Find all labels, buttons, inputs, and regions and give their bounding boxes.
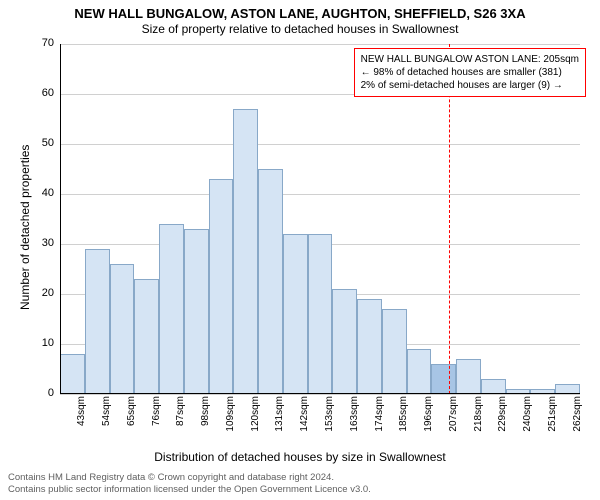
callout-box: NEW HALL BUNGALOW ASTON LANE: 205sqm ← 9… <box>354 48 586 97</box>
chart-title-main: NEW HALL BUNGALOW, ASTON LANE, AUGHTON, … <box>0 6 600 21</box>
y-tick: 60 <box>14 87 54 99</box>
y-tick: 30 <box>14 237 54 249</box>
histogram-bar <box>159 224 184 394</box>
x-tick: 142sqm <box>299 396 310 446</box>
x-tick: 218sqm <box>473 396 484 446</box>
histogram-bar <box>382 309 407 394</box>
x-tick: 240sqm <box>522 396 533 446</box>
x-tick: 196sqm <box>423 396 434 446</box>
callout-line-2: ← 98% of detached houses are smaller (38… <box>361 66 579 79</box>
x-tick: 262sqm <box>572 396 583 446</box>
x-tick: 87sqm <box>175 396 186 446</box>
histogram-bar <box>332 289 357 394</box>
histogram-bar <box>209 179 234 394</box>
histogram-bar <box>308 234 333 394</box>
x-tick: 54sqm <box>101 396 112 446</box>
y-tick: 70 <box>14 37 54 49</box>
histogram-bar <box>134 279 159 394</box>
x-tick: 163sqm <box>349 396 360 446</box>
x-tick: 251sqm <box>547 396 558 446</box>
histogram-bar <box>184 229 209 394</box>
attribution-line-1: Contains HM Land Registry data © Crown c… <box>8 472 592 484</box>
x-tick: 174sqm <box>374 396 385 446</box>
histogram-bar <box>456 359 481 394</box>
attribution-text: Contains HM Land Registry data © Crown c… <box>8 472 592 496</box>
x-tick: 207sqm <box>448 396 459 446</box>
x-tick: 131sqm <box>274 396 285 446</box>
histogram-bar <box>60 354 85 394</box>
x-tick: 120sqm <box>250 396 261 446</box>
grid-line <box>60 394 580 395</box>
x-tick: 185sqm <box>398 396 409 446</box>
callout-line-3: 2% of semi-detached houses are larger (9… <box>361 79 579 92</box>
x-tick: 98sqm <box>200 396 211 446</box>
y-tick: 0 <box>14 387 54 399</box>
y-tick: 50 <box>14 137 54 149</box>
histogram-bar <box>258 169 283 394</box>
histogram-bar <box>431 364 456 394</box>
x-axis-label: Distribution of detached houses by size … <box>0 450 600 464</box>
y-tick: 40 <box>14 187 54 199</box>
x-tick: 76sqm <box>151 396 162 446</box>
x-axis-line <box>60 393 580 394</box>
x-tick: 65sqm <box>126 396 137 446</box>
histogram-bar <box>110 264 135 394</box>
histogram-bar <box>283 234 308 394</box>
histogram-bar <box>407 349 432 394</box>
y-axis-line <box>60 44 61 394</box>
histogram-bar <box>481 379 506 394</box>
x-tick: 153sqm <box>324 396 335 446</box>
callout-line-1: NEW HALL BUNGALOW ASTON LANE: 205sqm <box>361 53 579 66</box>
y-tick: 10 <box>14 337 54 349</box>
x-tick: 109sqm <box>225 396 236 446</box>
x-tick: 229sqm <box>497 396 508 446</box>
histogram-bar <box>357 299 382 394</box>
chart-title-sub: Size of property relative to detached ho… <box>0 22 600 36</box>
histogram-bar <box>233 109 258 394</box>
histogram-bar <box>85 249 110 394</box>
y-axis-label: Number of detached properties <box>18 145 32 310</box>
attribution-line-2: Contains public sector information licen… <box>8 484 592 496</box>
x-tick: 43sqm <box>76 396 87 446</box>
y-tick: 20 <box>14 287 54 299</box>
